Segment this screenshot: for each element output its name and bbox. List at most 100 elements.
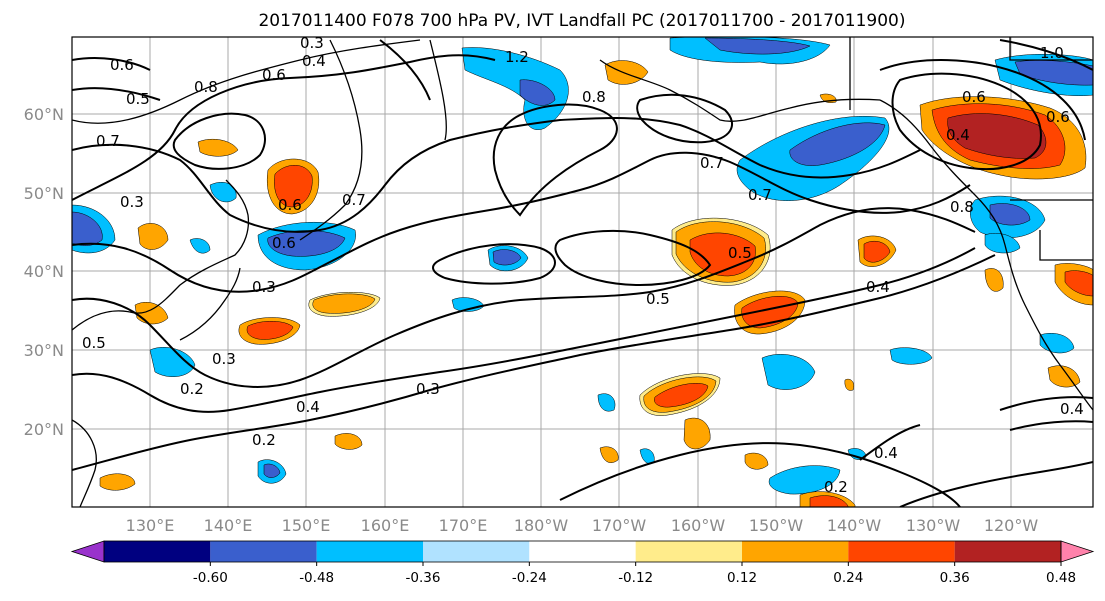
contour-label: 0.5 bbox=[82, 334, 106, 352]
colorbar-ticks: -0.60 -0.48 -0.36 -0.24 -0.12 0.12 0.24 0.36 0.4… bbox=[193, 562, 1076, 586]
fill-negative-small-7 bbox=[209, 182, 237, 203]
map-panel: 0.3 0.4 1.2 0.6 0.5 0.8 0.6 0.7 0.8 0.6 … bbox=[72, 34, 1093, 507]
fill-negative-hawaii bbox=[847, 448, 867, 460]
contour-label: 0.4 bbox=[866, 278, 890, 296]
fill-positive-nw-50n bbox=[197, 139, 239, 157]
colorbar-tick-label: -0.12 bbox=[618, 570, 653, 586]
contour-label: 0.5 bbox=[126, 90, 150, 108]
fill-negative-small-5-core bbox=[263, 463, 281, 478]
colorbar-tick-label: 0.24 bbox=[833, 570, 863, 586]
lon-tick-label: 170°W bbox=[592, 516, 647, 535]
fill-negative-central-core bbox=[492, 249, 522, 266]
contour-label: 0.4 bbox=[1060, 400, 1084, 418]
contour-label: 0.3 bbox=[212, 350, 236, 368]
colorbar-segment bbox=[1060, 540, 1095, 563]
lon-tick-label: 140°E bbox=[204, 516, 253, 535]
lon-tick-label: 130°W bbox=[906, 516, 961, 535]
colorbar-tick-label: -0.48 bbox=[299, 570, 334, 586]
contour-label: 0.6 bbox=[262, 66, 286, 84]
fill-positive-baja bbox=[1047, 365, 1081, 388]
fill-positive-subtrop-2 bbox=[683, 417, 711, 450]
fill-positive-korea bbox=[137, 223, 169, 250]
lat-tick-labels: 60°N 50°N 40°N 30°N 20°N bbox=[24, 105, 64, 439]
fill-negative-bering-core bbox=[519, 79, 556, 106]
lon-tick-label: 170°E bbox=[439, 516, 488, 535]
colorbar-segment bbox=[635, 541, 742, 562]
fill-negative-small-4 bbox=[889, 347, 933, 365]
lon-tick-label: 160°W bbox=[671, 516, 726, 535]
contour-label: 0.7 bbox=[96, 132, 120, 150]
colorbar-tick-label: -0.36 bbox=[406, 570, 441, 586]
fill-negative-subtrop-3 bbox=[768, 465, 841, 495]
fill-negative-bering bbox=[461, 47, 569, 130]
pc-anomaly-fills bbox=[72, 37, 1093, 507]
lon-tick-label: 180°W bbox=[514, 516, 569, 535]
lon-tick-label: 120°W bbox=[984, 516, 1039, 535]
fill-positive-cal-1-core bbox=[1064, 270, 1093, 297]
contour-label: 0.6 bbox=[272, 234, 296, 252]
colorbar: -0.60 -0.48 -0.36 -0.24 -0.12 0.12 0.24 0.36 0.4… bbox=[70, 540, 1095, 586]
contour-label: 0.3 bbox=[416, 380, 440, 398]
map-title: 2017011400 F078 700 hPa PV, IVT Landfall… bbox=[258, 11, 905, 31]
contour-label: 0.4 bbox=[296, 398, 320, 416]
contour-label: 0.3 bbox=[300, 34, 324, 52]
fill-negative-subtrop-2 bbox=[597, 393, 616, 412]
contour-label: 0.7 bbox=[748, 186, 772, 204]
fill-negative-alaska-top-core bbox=[704, 37, 811, 55]
colorbar-segment bbox=[70, 540, 105, 563]
coastlines bbox=[72, 37, 1093, 507]
colorbar-tick-label: -0.60 bbox=[193, 570, 228, 586]
fill-positive-cal-2 bbox=[984, 268, 1004, 292]
colorbar-tick-label: 0.48 bbox=[1046, 570, 1076, 586]
contour-label: 0.8 bbox=[582, 88, 606, 106]
contour-label: 0.2 bbox=[180, 380, 204, 398]
contour-label: 0.3 bbox=[252, 278, 276, 296]
fill-positive-bc-core bbox=[947, 113, 1047, 159]
fill-negative-gulf-alaska-core bbox=[789, 122, 886, 166]
lat-tick-label: 20°N bbox=[24, 420, 64, 439]
fill-positive-japan-south-core bbox=[246, 321, 294, 340]
fill-negative-small-9 bbox=[639, 448, 655, 464]
lon-tick-label: 160°E bbox=[361, 516, 410, 535]
fill-negative-jp-south bbox=[149, 347, 196, 377]
colorbar-segment bbox=[210, 541, 317, 562]
fill-positive-sw-corner bbox=[99, 473, 136, 491]
fill-positive-subtrop-160w-core bbox=[654, 383, 709, 408]
fill-positive-40n-130w-core bbox=[863, 241, 891, 263]
lat-tick-label: 50°N bbox=[24, 184, 64, 203]
contour-label: 0.6 bbox=[278, 196, 302, 214]
lat-tick-label: 30°N bbox=[24, 341, 64, 360]
colorbar-segment bbox=[742, 541, 849, 562]
lat-tick-label: 60°N bbox=[24, 105, 64, 124]
colorbar-segment bbox=[423, 541, 530, 562]
map-frame bbox=[71, 36, 1094, 508]
contour-label: 0.2 bbox=[824, 478, 848, 496]
contour-label: 1.2 bbox=[505, 48, 529, 66]
fill-negative-small-11 bbox=[984, 232, 1021, 254]
contour-label: 0.2 bbox=[252, 431, 276, 449]
contour-label: 0.4 bbox=[874, 444, 898, 462]
fill-positive-kuril-core bbox=[274, 165, 313, 208]
lon-tick-label: 150°W bbox=[749, 516, 804, 535]
lon-tick-label: 130°E bbox=[126, 516, 175, 535]
fill-positive-subtrop-4 bbox=[599, 446, 619, 463]
fill-negative-subtrop-1 bbox=[761, 354, 816, 390]
lon-tick-label: 140°W bbox=[827, 516, 882, 535]
pv-contours bbox=[72, 39, 1093, 507]
contour-label: 0.6 bbox=[962, 88, 986, 106]
colorbar-segment bbox=[316, 541, 423, 562]
fill-negative-kuril-core bbox=[267, 230, 346, 257]
fill-positive-subtrop-3 bbox=[744, 452, 769, 470]
contour-label: 0.5 bbox=[646, 290, 670, 308]
colorbar-segment bbox=[104, 541, 211, 562]
colorbar-segment bbox=[529, 541, 636, 562]
contour-label: 0.8 bbox=[194, 78, 218, 96]
contour-labels: 0.3 0.4 1.2 0.6 0.5 0.8 0.6 0.7 0.8 0.6 … bbox=[82, 34, 1084, 496]
colorbar-frame bbox=[103, 540, 1062, 563]
contour-label: 0.6 bbox=[110, 56, 134, 74]
colorbar-segment bbox=[954, 541, 1061, 562]
contour-label: 0.8 bbox=[950, 198, 974, 216]
fill-positive-nw-35n-core bbox=[312, 293, 376, 314]
fill-negative-small-8 bbox=[189, 238, 211, 254]
